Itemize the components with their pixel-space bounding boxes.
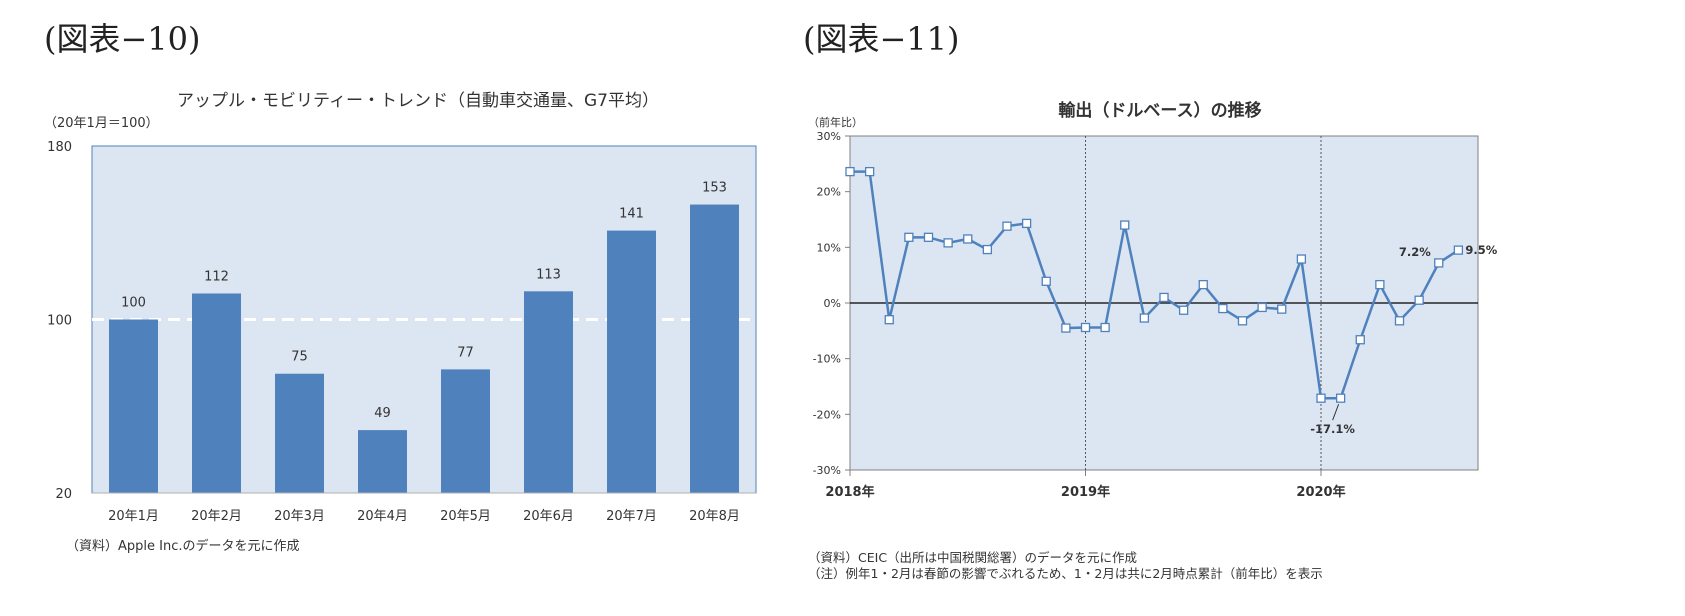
y-tick-label: -30% [813, 464, 841, 477]
bar [690, 204, 739, 493]
annotation-label: 9.5% [1465, 243, 1497, 257]
bar-value-label: 141 [619, 207, 644, 222]
data-point [982, 244, 993, 255]
chart-title: アップル・モビリティー・トレンド（自動車交通量、G7平均） [177, 91, 659, 111]
bar-value-label: 49 [374, 406, 391, 421]
bar-value-label: 100 [121, 296, 146, 311]
x-tick-label: 20年1月 [108, 509, 159, 524]
data-point [884, 315, 894, 325]
data-point [1120, 220, 1130, 230]
data-point [1355, 335, 1365, 345]
year-label: 2019年 [1061, 484, 1110, 500]
data-point [1061, 323, 1071, 333]
data-point [1041, 276, 1051, 286]
bar [192, 293, 241, 493]
x-tick-label: 20年2月 [191, 509, 242, 524]
mobility-bar-chart: 100 112 75 49 77 113 141 153 20 100 180 20年1月 20年2… [44, 91, 757, 554]
y-tick-label: -20% [813, 408, 841, 421]
annotation-leader [1332, 404, 1340, 421]
x-tick-label: 20年4月 [357, 509, 408, 524]
data-point [864, 166, 875, 177]
bar [607, 230, 656, 494]
data-point [904, 232, 914, 242]
data-point [943, 238, 953, 248]
data-point [1394, 316, 1405, 326]
y-tick-label: 20 [55, 487, 72, 502]
data-point [963, 234, 973, 244]
y-tick-label: 20% [817, 186, 841, 199]
annotation-label: 7.2% [1399, 245, 1431, 259]
data-point [1139, 313, 1150, 323]
data-point [845, 166, 855, 177]
unit-label: （前年比） [808, 115, 863, 129]
unit-label: （20年1月＝100） [44, 116, 159, 131]
data-point [1100, 322, 1110, 333]
y-tick-label: 10% [817, 241, 841, 254]
data-point [1021, 218, 1032, 229]
bar-value-label: 112 [204, 269, 229, 284]
bar [275, 373, 324, 493]
data-point [1434, 258, 1444, 268]
data-point [1178, 305, 1189, 315]
x-tick-label: 20年8月 [689, 509, 740, 524]
data-point [1159, 292, 1169, 303]
data-point [1453, 245, 1464, 255]
y-tick-label: 100 [47, 314, 72, 329]
data-point [1080, 322, 1091, 333]
year-label: 2020年 [1296, 484, 1345, 500]
bar [358, 430, 407, 493]
data-point [1414, 295, 1424, 305]
bar-value-label: 153 [702, 181, 727, 196]
data-point [1237, 316, 1248, 326]
source-note: （資料）Apple Inc.のデータを元に作成 [66, 538, 300, 554]
y-tick-label: 180 [47, 140, 72, 155]
source-note: （資料）CEIC（出所は中国税関総署）のデータを元に作成 [808, 550, 1137, 565]
y-tick-label: 30% [817, 130, 841, 143]
data-point [1257, 302, 1267, 313]
x-tick-label: 20年7月 [606, 509, 657, 524]
y-tick-label: -10% [813, 353, 841, 366]
annotation-label: -17.1% [1310, 422, 1355, 436]
data-point [1296, 254, 1307, 264]
data-point [1375, 279, 1385, 290]
figure-label-10: (図表−10) [44, 20, 201, 58]
x-tick-label: 20年3月 [274, 509, 325, 524]
data-point [1002, 221, 1012, 231]
data-point [1277, 304, 1287, 314]
bar-value-label: 75 [291, 350, 308, 365]
figure-label-11: (図表−11) [803, 20, 960, 58]
bar-value-label: 77 [457, 345, 474, 360]
data-point [1335, 393, 1346, 403]
bar-value-label: 113 [536, 267, 561, 282]
data-point [1218, 303, 1228, 314]
bar [524, 291, 573, 493]
bar [109, 319, 158, 493]
x-tick-label: 20年5月 [440, 509, 491, 524]
bar [441, 369, 490, 493]
data-point [1198, 279, 1208, 290]
x-tick-label: 20年6月 [523, 509, 574, 524]
data-point [1316, 393, 1326, 403]
data-point [923, 232, 934, 242]
y-tick-label: 0% [824, 297, 841, 310]
chart-title: 輸出（ドルベース）の推移 [1058, 100, 1261, 121]
footnote: （注）例年1・2月は春節の影響でぶれるため、1・2月は共に2月時点累計（前年比）… [808, 566, 1323, 581]
year-label: 2018年 [825, 484, 874, 500]
